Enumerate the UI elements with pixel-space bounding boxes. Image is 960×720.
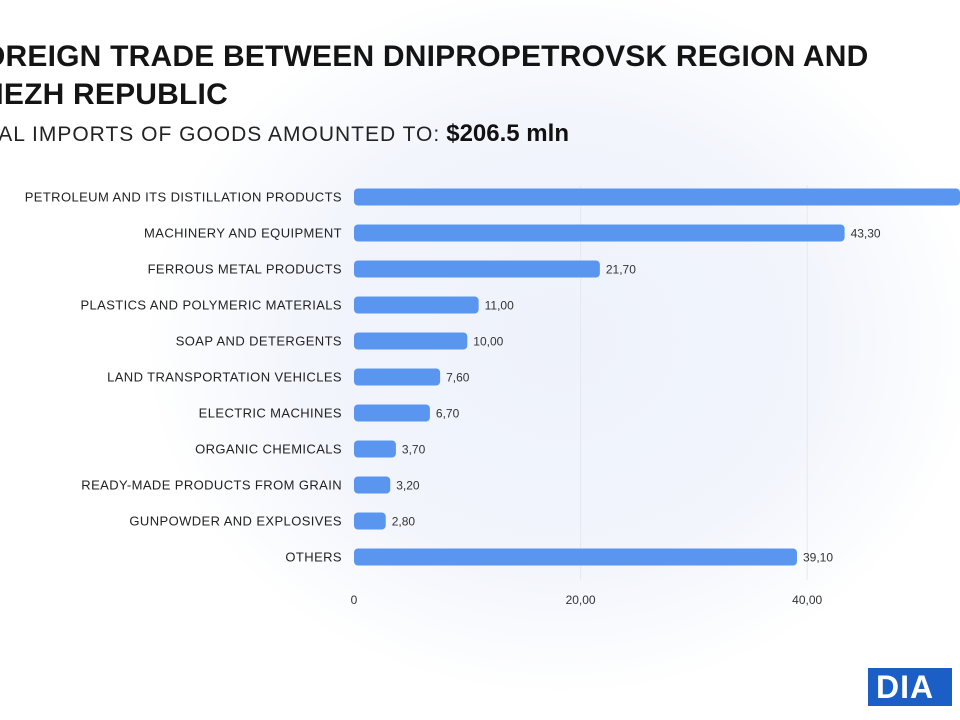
value-label: 21,70 [606,263,636,277]
x-tick-label: 20,00 [566,593,596,607]
bar-1 [354,224,845,242]
value-label: 10,00 [473,335,503,349]
bar-3 [354,296,479,314]
category-label: MACHINERY AND EQUIPMENT [144,226,342,241]
bar-2 [354,260,600,278]
category-label: FERROUS METAL PRODUCTS [148,262,342,277]
bar-5 [354,368,441,386]
value-label: 2,80 [392,515,416,529]
bar-10 [354,548,798,566]
x-tick-label: 0 [351,593,358,607]
value-label: 39,10 [803,551,833,565]
category-label: SOAP AND DETERGENTS [176,334,342,349]
bar-4 [354,332,468,350]
category-label: PETROLEUM AND ITS DISTILLATION PRODUCTS [25,190,342,205]
total-amount: $206.5 mln [446,120,569,147]
logo-text: DIA [876,669,935,705]
x-tick-label: 40,00 [792,593,822,607]
page-title: OREIGN TRADE BETWEEN DNIPROPETROVSK REGI… [0,40,869,111]
value-label: 7,60 [446,371,470,385]
value-label: 3,70 [402,443,426,457]
category-label: ELECTRIC MACHINES [199,406,342,421]
subtitle: TAL IMPORTS OF GOODS AMOUNTED TO: $206.5 … [0,120,569,148]
value-label: 11,00 [485,299,514,313]
dia-logo[interactable]: DIA [868,668,952,706]
bar-0 [354,188,960,206]
bar-7 [354,440,396,458]
category-label: LAND TRANSPORTATION VEHICLES [107,370,342,385]
bar-8 [354,476,391,494]
category-label: GUNPOWDER AND EXPLOSIVES [129,514,342,529]
category-label: PLASTICS AND POLYMERIC MATERIALS [80,298,342,313]
value-label: 6,70 [436,407,460,421]
bar-9 [354,512,386,530]
category-label: READY-MADE PRODUCTS FROM GRAIN [81,478,342,493]
category-label: OTHERS [285,550,342,565]
background-glow [150,0,960,690]
value-label: 3,20 [396,479,420,493]
bar-6 [354,404,430,422]
category-label: ORGANIC CHEMICALS [195,442,342,457]
value-label: 43,30 [851,227,881,241]
subtitle-prefix: TAL IMPORTS OF GOODS AMOUNTED TO: [0,123,441,146]
